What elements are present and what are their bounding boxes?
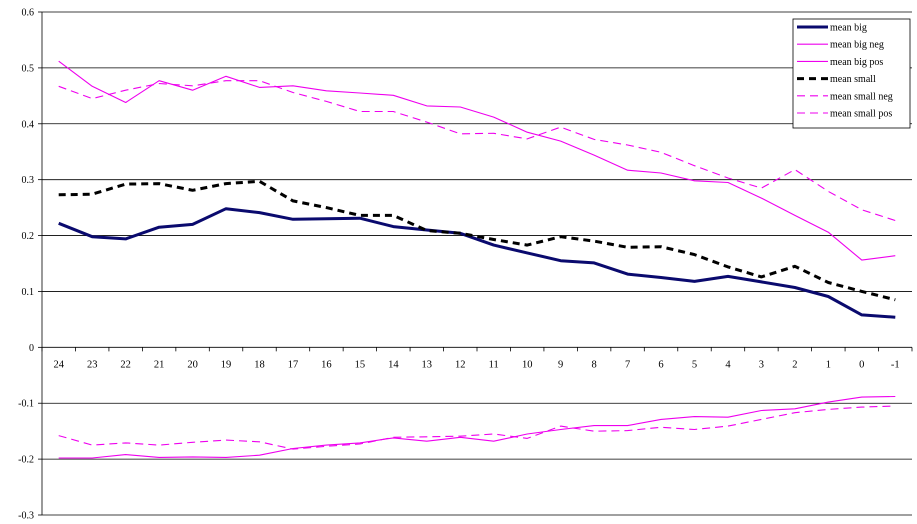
legend-label: mean big	[830, 23, 867, 34]
x-tick-label: 7	[625, 359, 630, 370]
series-line-mean-big	[58, 207, 896, 319]
x-tick-label: 12	[455, 359, 466, 370]
x-tick-label: 1	[826, 359, 831, 370]
x-tick-label: 16	[321, 359, 332, 370]
legend-label: mean small neg	[830, 91, 893, 102]
x-tick-label: 8	[591, 359, 596, 370]
gridlines	[42, 11, 912, 516]
x-tick-label: 14	[388, 359, 399, 370]
x-tick-label: 24	[53, 359, 64, 370]
x-tick-label: 3	[759, 359, 764, 370]
y-tick-label: 0.4	[22, 119, 35, 130]
y-tick-label: 0.5	[22, 63, 35, 74]
x-tick-label: 9	[558, 359, 563, 370]
x-tick-label: 22	[120, 359, 131, 370]
series-line-mean-small-pos	[58, 80, 896, 222]
y-tick-label: 0.1	[22, 287, 35, 298]
x-tick-label: 5	[692, 359, 697, 370]
x-tick-label: 21	[154, 359, 165, 370]
series-line-mean-big-pos	[58, 60, 896, 261]
x-tick-label: 2	[792, 359, 797, 370]
series-line-mean-small-neg	[58, 405, 896, 450]
x-tick-label: 17	[288, 359, 299, 370]
x-tick-label: 15	[355, 359, 366, 370]
series-line-mean-big-neg	[58, 395, 896, 459]
series-lines	[58, 60, 896, 459]
y-tick-label: -0.2	[18, 455, 34, 466]
x-tick-label: 0	[859, 359, 864, 370]
x-tick-label: 6	[658, 359, 663, 370]
x-tick-label: 10	[522, 359, 533, 370]
legend-label: mean big pos	[830, 57, 883, 68]
y-tick-label: -0.1	[18, 399, 34, 410]
x-tick-label: 11	[489, 359, 499, 370]
x-tick-labels: 24 23 22 21 20 19 18 17 16 15 14 13 12 11 10 9 8 7 6 5 4 3 2 1 0…	[53, 359, 899, 370]
x-tick-label: 4	[725, 359, 731, 370]
x-tick-label: 18	[254, 359, 265, 370]
legend-label: mean small pos	[830, 109, 892, 120]
y-tick-label: 0.3	[22, 175, 35, 186]
y-tick-label: -0.3	[18, 511, 34, 520]
x-tick-label: 19	[221, 359, 232, 370]
y-tick-label: 0.6	[22, 8, 35, 19]
x-tick-label: 13	[422, 359, 433, 370]
x-tick-label: 23	[87, 359, 98, 370]
legend-label: mean big neg	[830, 40, 884, 51]
x-tick-label: -1	[891, 359, 900, 370]
legend: mean big mean big neg mean big pos mean sma…	[792, 18, 911, 129]
y-tick-label: 0.2	[22, 231, 35, 242]
x-tick-label: 20	[187, 359, 198, 370]
axes	[38, 11, 913, 516]
legend-box	[792, 18, 911, 129]
y-tick-labels: 0.6 0.5 0.4 0.3 0.2 0.1 0 -0.1 -0.2 -0.3	[18, 8, 35, 522]
y-tick-label: 0	[29, 343, 34, 354]
legend-label: mean small	[830, 74, 876, 85]
